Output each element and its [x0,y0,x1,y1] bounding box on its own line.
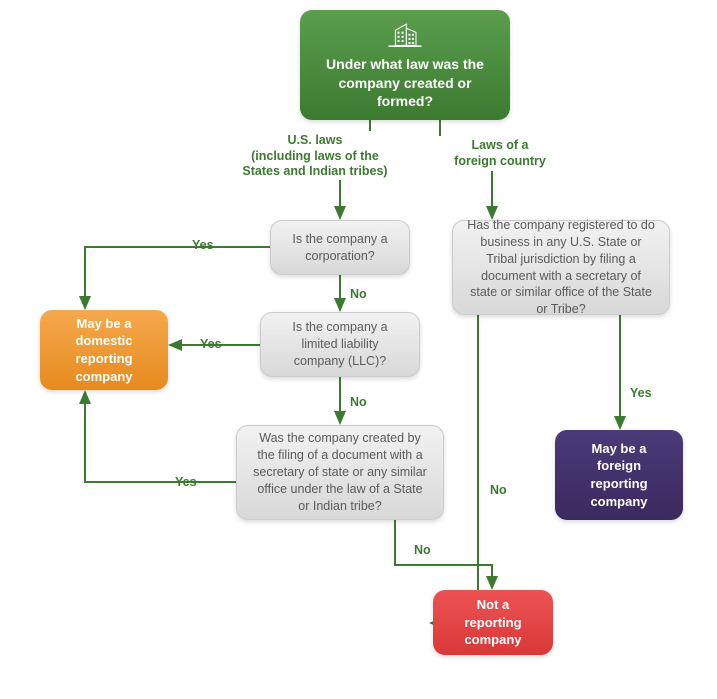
label-sub: foreign country [450,154,550,170]
branch-label-us-laws: U.S. laws (including laws of the States … [240,133,390,180]
label-sub: (including laws of the States and Indian… [240,149,390,180]
question-text: Was the company created by the filing of… [251,430,429,514]
edge-no-2: No [350,395,367,411]
edge-yes-3: Yes [175,475,197,491]
result-text: May be a domestic reporting company [54,315,154,385]
edge-no-1: No [350,287,367,303]
question-text: Is the company a limited liability compa… [275,319,405,370]
result-not-reporting: Not a reporting company [433,590,553,655]
building-icon [381,20,429,47]
edge-yes-2: Yes [200,337,222,353]
question-text: Is the company a corporation? [285,231,395,265]
edge-yes-1: Yes [192,238,214,254]
result-text: Not a reporting company [447,596,539,649]
root-question-text: Under what law was the company created o… [314,55,496,110]
edge-no-3: No [414,543,431,559]
result-text: May be a foreign reporting company [569,440,669,510]
edge-no-foreign: No [490,483,507,499]
question-foreign-registered: Has the company registered to do busines… [452,220,670,315]
edge-yes-foreign: Yes [630,386,652,402]
root-question-node: Under what law was the company created o… [300,10,510,120]
question-filing: Was the company created by the filing of… [236,425,444,520]
question-llc: Is the company a limited liability compa… [260,312,420,377]
label-main: Laws of a [450,138,550,154]
question-text: Has the company registered to do busines… [467,217,655,318]
question-corporation: Is the company a corporation? [270,220,410,275]
label-main: U.S. laws [240,133,390,149]
result-foreign: May be a foreign reporting company [555,430,683,520]
branch-label-foreign-laws: Laws of a foreign country [450,138,550,169]
result-domestic: May be a domestic reporting company [40,310,168,390]
